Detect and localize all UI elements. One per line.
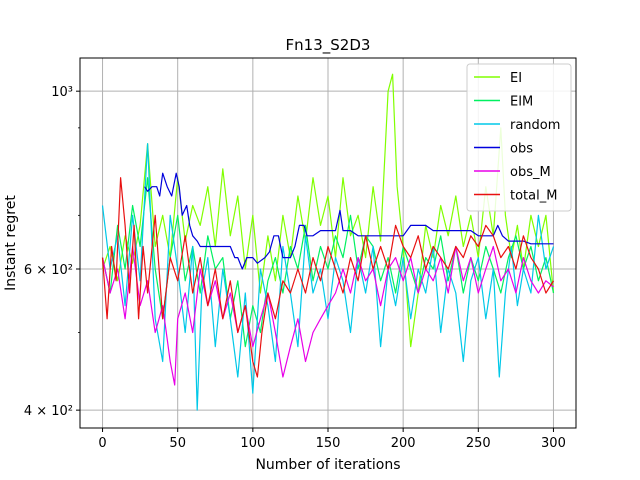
x-tick-label: 150 [316, 436, 341, 451]
legend-label: EIM [510, 95, 533, 110]
y-axis-label: Instant regret [3, 195, 19, 291]
x-tick-label: 50 [169, 436, 186, 451]
x-axis: 0 50 100 150 200 250 300 [98, 428, 566, 451]
legend: EI EIM random obs obs_M total_M [466, 63, 572, 212]
series-line-eim [101, 177, 555, 348]
x-tick-label: 250 [466, 436, 491, 451]
legend-label: total_M [510, 189, 557, 204]
legend-label: random [510, 118, 560, 133]
chart-title: Fn13_S2D3 [286, 36, 371, 55]
y-tick-label: 6 × 10² [24, 263, 73, 278]
x-tick-label: 0 [98, 436, 106, 451]
legend-label: obs_M [510, 165, 551, 180]
series-line-total-m [101, 177, 555, 378]
series-line-obs [144, 172, 554, 270]
x-tick-label: 200 [391, 436, 416, 451]
y-tick-label: 10³ [51, 85, 73, 100]
y-axis: 4 × 10² 6 × 10² 10³ [24, 85, 80, 419]
x-tick-label: 300 [541, 436, 566, 451]
x-tick-label: 100 [240, 436, 265, 451]
x-axis-label: Number of iterations [255, 457, 400, 473]
y-tick-label: 4 × 10² [24, 404, 73, 419]
legend-label: obs [510, 142, 533, 157]
series-line-obs-m [101, 245, 554, 386]
series-line-random [101, 143, 555, 411]
legend-label: EI [510, 71, 522, 86]
